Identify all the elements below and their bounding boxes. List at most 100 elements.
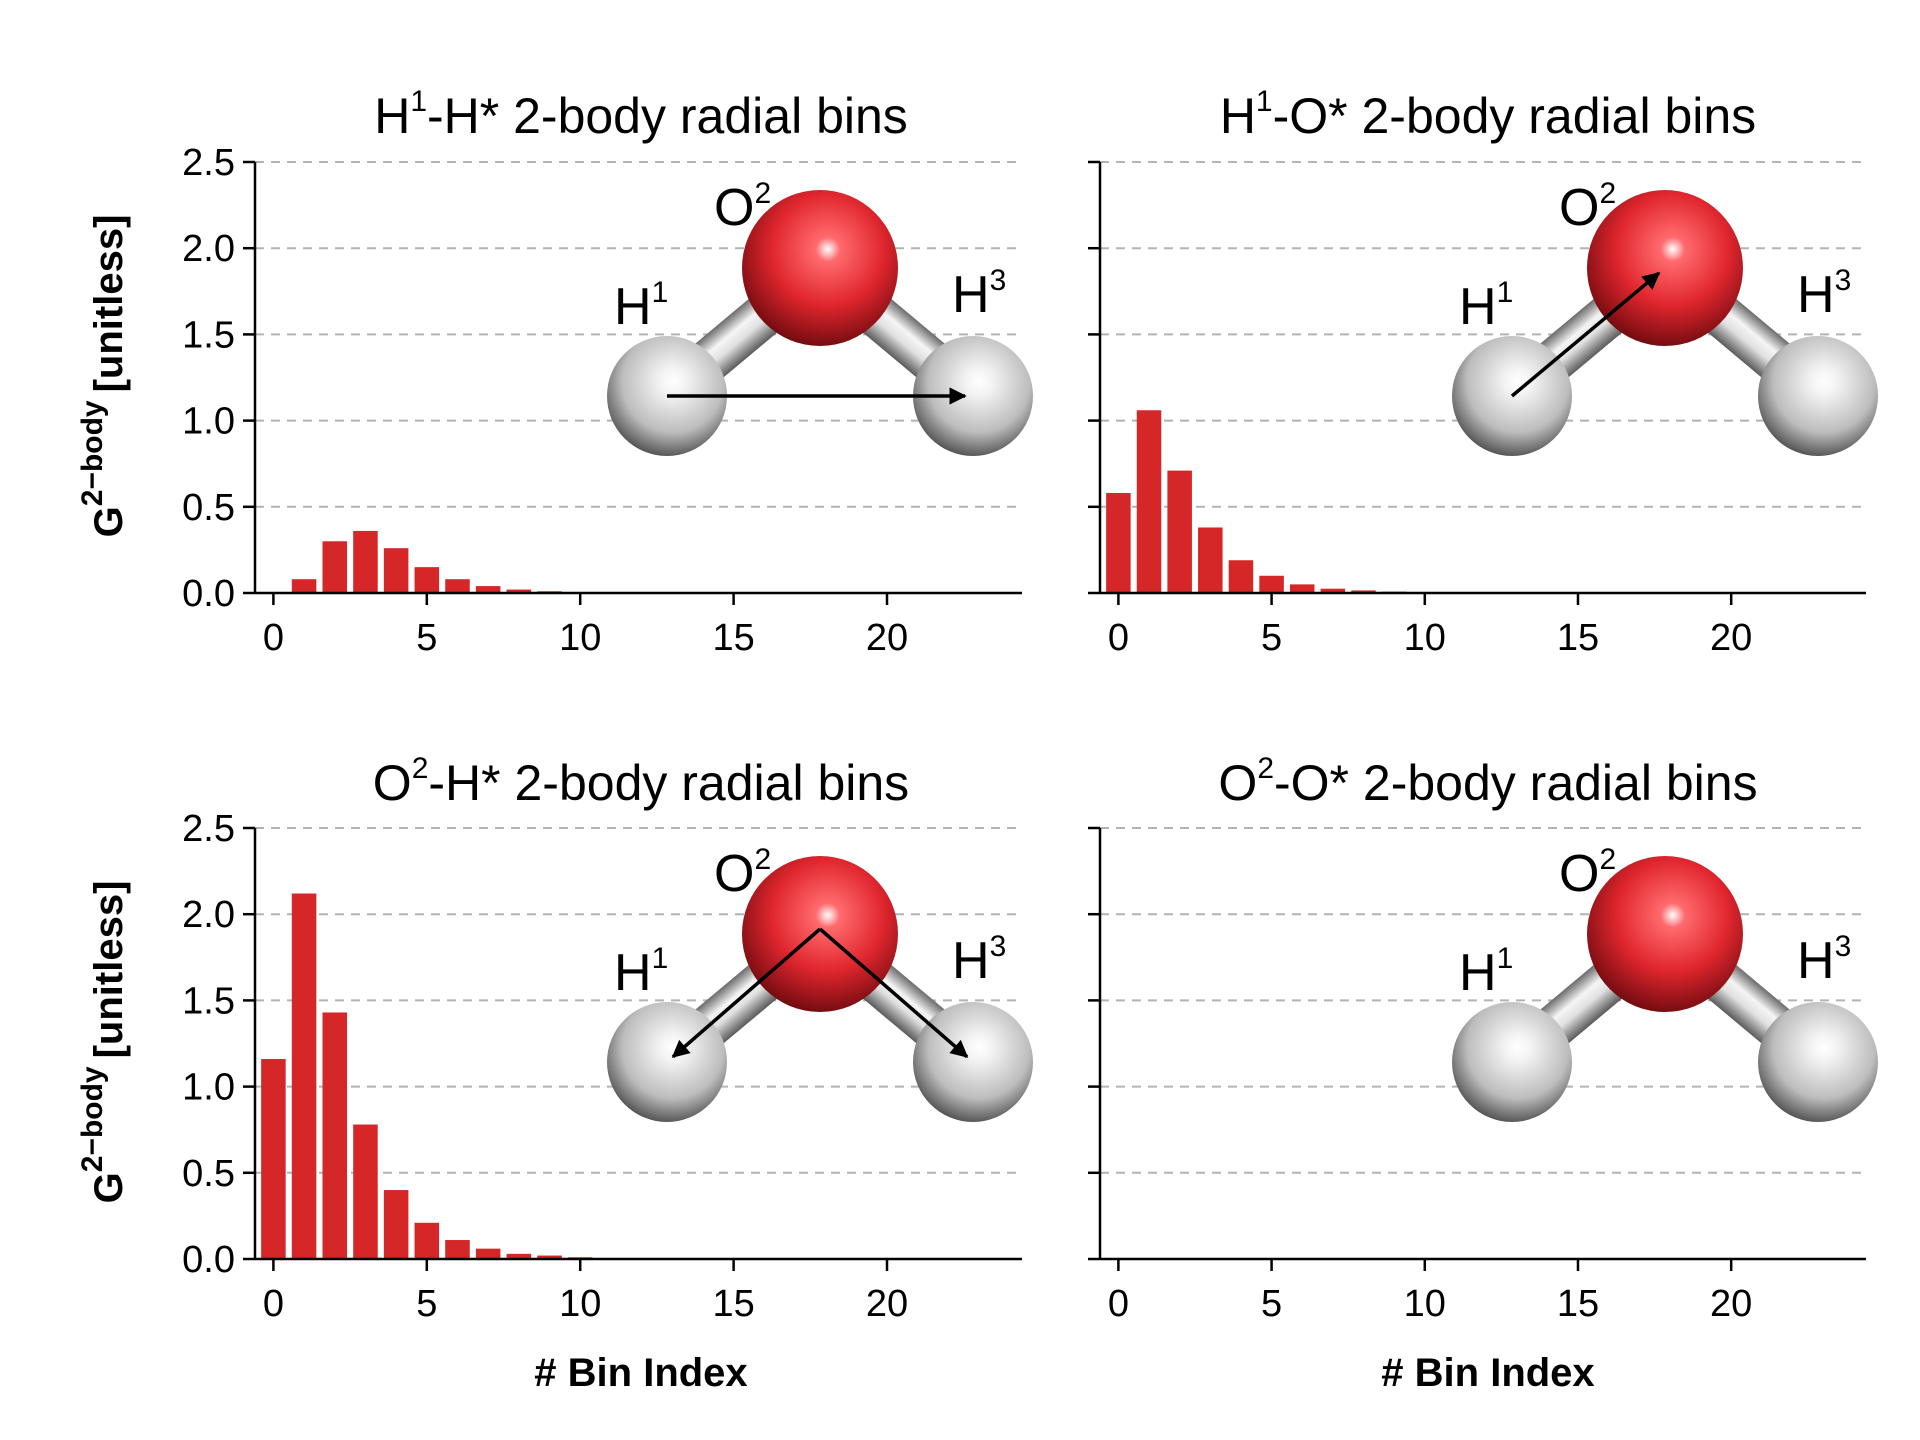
bar: [475, 1248, 501, 1259]
bar: [261, 1059, 286, 1259]
atom-label-h1: H1: [1459, 276, 1513, 336]
panel-title: O2-O* 2-body radial bins: [1218, 752, 1757, 811]
bar: [1106, 493, 1131, 593]
x-tick-label: 20: [1710, 1283, 1752, 1325]
y-tick-label: 1.5: [182, 980, 235, 1022]
water-molecule-diagram: O2 H1 H3: [607, 843, 1033, 1122]
x-tick-label: 5: [416, 1283, 437, 1325]
bar: [445, 1240, 470, 1259]
x-tick-label: 10: [559, 1283, 601, 1325]
bar: [1289, 584, 1315, 593]
distance-arrow: [818, 927, 969, 1059]
hydrogen-atom-1: [607, 1002, 727, 1122]
bar: [414, 1222, 440, 1259]
oxygen-atom-2: [1587, 856, 1743, 1012]
bar: [506, 589, 532, 593]
x-tick-label: 10: [559, 617, 601, 659]
atom-label-o2: O2: [1559, 177, 1616, 237]
bars: [261, 893, 624, 1259]
y-tick-label: 2.0: [182, 228, 235, 270]
x-tick-label: 0: [263, 617, 284, 659]
water-molecule-diagram: O2 H1 H3: [1452, 177, 1878, 456]
x-tick-label: 5: [1261, 617, 1282, 659]
panel-hh: H1-H* 2-body radial bins 0.0 0.5 1.0 1.5 2.0…: [182, 85, 1033, 659]
bar: [291, 893, 317, 1259]
oxygen-atom-2: [742, 856, 898, 1012]
atom-label-o2: O2: [714, 177, 771, 237]
atom-label-h1: H1: [614, 942, 668, 1002]
atom-label-h3: H3: [952, 930, 1006, 990]
atom-label-h1: H1: [614, 276, 668, 336]
water-molecule-diagram: O2 H1 H3: [1452, 843, 1878, 1122]
atom-label-h3: H3: [952, 264, 1006, 324]
x-tick-label: 15: [712, 1283, 754, 1325]
y-tick-label: 0.0: [182, 573, 235, 615]
x-axis-label-left: # Bin Index: [534, 1351, 747, 1395]
x-tick-label: 15: [712, 617, 754, 659]
y-tick-label: 2.5: [182, 142, 235, 184]
atom-label-o2: O2: [1559, 843, 1616, 903]
bars: [291, 530, 593, 593]
bar: [414, 567, 440, 593]
x-tick-label: 0: [263, 1283, 284, 1325]
x-tick-label: 0: [1108, 1283, 1129, 1325]
x-tick-label: 20: [866, 1283, 908, 1325]
y-tick-label: 0.5: [182, 487, 235, 529]
y-axis-label-bottom: G2−body[unitless]: [76, 881, 131, 1204]
x-tick-label: 0: [1108, 617, 1129, 659]
bar: [353, 530, 378, 593]
hydrogen-atom-3: [913, 1002, 1033, 1122]
bar: [1320, 588, 1346, 593]
bar: [383, 548, 409, 593]
x-tick-label: 10: [1404, 617, 1446, 659]
x-tick-label: 20: [1710, 617, 1752, 659]
bar: [1167, 470, 1192, 593]
hydrogen-atom-1: [1452, 1002, 1572, 1122]
y-tick-label: 0.5: [182, 1153, 235, 1195]
distance-arrow: [1510, 271, 1661, 398]
bar: [383, 1190, 409, 1259]
hydrogen-atom-3: [1758, 336, 1878, 456]
bar: [445, 579, 470, 593]
bar: [291, 579, 317, 593]
panel-oo: O2-O* 2-body radial bins 0 5 10 15 20 O2 H1 H3: [1088, 752, 1878, 1325]
hydrogen-atom-3: [913, 336, 1033, 456]
atom-label-o2: O2: [714, 843, 771, 903]
x-tick-label: 20: [866, 617, 908, 659]
y-tick-label: 1.0: [182, 401, 235, 443]
y-axis-label-top: G2−body[unitless]: [76, 215, 131, 538]
bar: [322, 1012, 348, 1259]
bar: [1136, 410, 1162, 593]
x-tick-label: 5: [1261, 1283, 1282, 1325]
panel-oh: O2-H* 2-body radial bins 0.0 0.5 1.0 1.5 2.0…: [182, 752, 1033, 1325]
bars: [1106, 410, 1468, 593]
bar: [322, 541, 348, 593]
atom-label-h3: H3: [1797, 930, 1851, 990]
bar: [353, 1124, 378, 1259]
bar: [537, 1255, 562, 1259]
axes: 0 5 10 15 20: [1088, 160, 1866, 659]
atom-label-h3: H3: [1797, 264, 1851, 324]
panel-title: H1-O* 2-body radial bins: [1220, 85, 1756, 144]
y-tick-label: 2.0: [182, 894, 235, 936]
bar: [1259, 575, 1284, 593]
x-tick-label: 15: [1557, 1283, 1599, 1325]
x-axis-label-right: # Bin Index: [1381, 1351, 1594, 1395]
bar: [1228, 560, 1254, 593]
oxygen-atom-2: [742, 190, 898, 346]
y-tick-label: 1.5: [182, 314, 235, 356]
y-tick-label: 2.5: [182, 808, 235, 850]
panel-ho: H1-O* 2-body radial bins 0 5 10 15 20 O2 H1 H3: [1088, 85, 1878, 659]
axes: 0 5 10 15 20: [1088, 826, 1866, 1325]
distance-arrow: [671, 927, 822, 1059]
y-tick-label: 1.0: [182, 1067, 235, 1109]
hydrogen-atom-3: [1758, 1002, 1878, 1122]
bar: [1198, 527, 1223, 593]
axes: 0.0 0.5 1.0 1.5 2.0 2.5 0 5 10 15 20: [182, 808, 1022, 1325]
water-molecule-diagram: O2 H1 H3: [607, 177, 1033, 456]
axes: 0.0 0.5 1.0 1.5 2.0 2.5 0 5 10 15 20: [182, 142, 1022, 659]
y-tick-label: 0.0: [182, 1239, 235, 1281]
atom-label-h1: H1: [1459, 942, 1513, 1002]
panel-title: O2-H* 2-body radial bins: [373, 752, 909, 811]
